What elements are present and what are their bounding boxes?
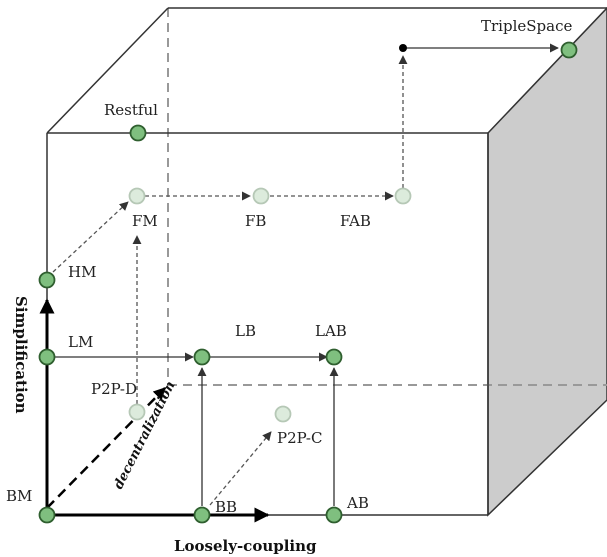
node-fm [128, 187, 146, 205]
node-fab [394, 187, 412, 205]
node-p2pd [128, 403, 146, 421]
node-bb [193, 506, 211, 524]
node-triplespace [560, 41, 578, 59]
node-ab [325, 506, 343, 524]
label-triplespace: TripleSpace [481, 17, 572, 35]
node-fb [252, 187, 270, 205]
node-p2pc [274, 405, 292, 423]
label-bm: BM [6, 487, 32, 505]
node-lb [193, 348, 211, 366]
cube-side-face [487, 6, 607, 517]
label-p2pc: P2P-C [277, 429, 322, 447]
label-fb: FB [245, 212, 266, 230]
label-fm: FM [132, 212, 158, 230]
label-lm: LM [68, 333, 93, 351]
label-lab: LAB [315, 322, 347, 340]
label-bb: BB [215, 498, 237, 516]
node-hm [38, 271, 56, 289]
cube-top-left-edge [46, 7, 169, 134]
node-lab [325, 348, 343, 366]
node-bm [38, 506, 56, 524]
node-restful [129, 124, 147, 142]
label-restful: Restful [104, 101, 158, 119]
label-lb: LB [235, 322, 256, 340]
label-hm: HM [68, 263, 96, 281]
decentralization-axis-arrow [46, 387, 166, 509]
label-p2pd: P2P-D [91, 380, 137, 398]
label-fab: FAB [340, 212, 371, 230]
edge-bb-p2pc [209, 431, 272, 506]
edge-hm-fm [52, 201, 129, 273]
node-lm [38, 348, 56, 366]
label-ab: AB [346, 494, 369, 512]
junction-dot [399, 44, 407, 52]
simplification-label: Simplification [12, 296, 30, 414]
loosely-coupling-label: Loosely-coupling [174, 537, 317, 555]
